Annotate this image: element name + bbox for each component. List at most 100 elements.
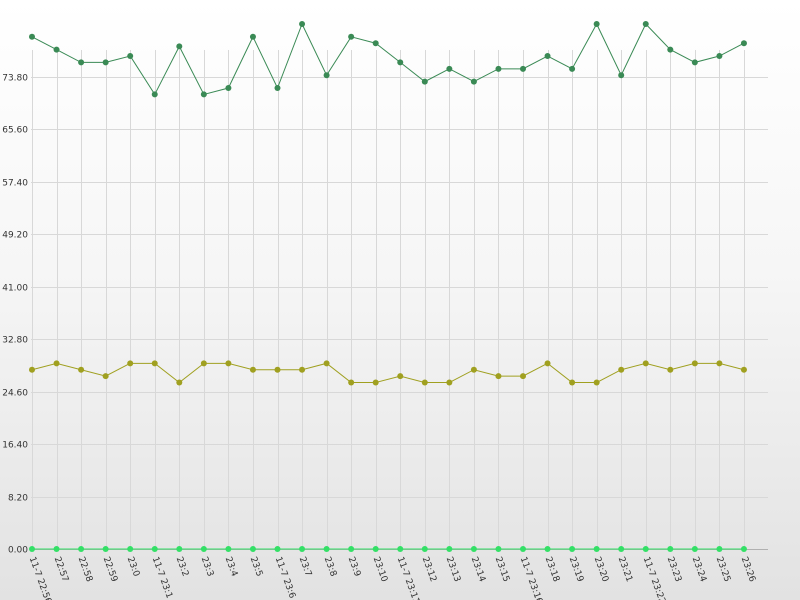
y-tick-label: 73.80 [2, 74, 28, 84]
data-point [716, 53, 723, 60]
data-point [200, 360, 207, 367]
data-point [78, 366, 85, 373]
y-tick-label: 24.60 [2, 389, 28, 399]
y-tick-label: 0.00 [8, 546, 28, 556]
x-tick-label: 11-7 22:56 [27, 556, 53, 600]
x-tick-label: 23:5 [248, 556, 264, 578]
data-point [495, 373, 502, 380]
data-point [446, 65, 453, 72]
series-1 [29, 21, 747, 98]
data-point [593, 379, 600, 386]
data-point [225, 546, 232, 552]
x-tick-label: 11-7 23:16 [518, 556, 544, 600]
data-point [176, 379, 183, 386]
grid [31, 50, 768, 550]
series-2 [29, 360, 747, 386]
data-point [151, 360, 158, 367]
y-tick-label: 57.40 [2, 179, 28, 189]
data-point [569, 379, 576, 386]
x-tick-label: 23:20 [592, 556, 610, 584]
x-tick-label: 23:8 [322, 556, 338, 579]
data-point [544, 360, 551, 367]
y-tick-label: 32.80 [2, 336, 28, 346]
data-point [740, 40, 747, 47]
data-point [348, 379, 355, 386]
x-tick-label: 22:58 [76, 556, 94, 584]
data-point [200, 546, 207, 552]
data-point [348, 33, 355, 40]
data-point [274, 85, 281, 92]
data-point [569, 546, 576, 552]
data-point [520, 546, 526, 552]
data-point [716, 546, 723, 552]
data-point [470, 78, 477, 85]
y-tick-label: 49.20 [2, 231, 28, 241]
data-point [78, 59, 85, 66]
x-tick-label: 23:25 [714, 556, 732, 584]
data-point [29, 366, 35, 373]
data-point [299, 21, 306, 27]
y-tick-label: 8.20 [8, 494, 28, 504]
x-tick-label: 23:2 [174, 556, 190, 578]
data-point [667, 46, 674, 53]
data-point [348, 546, 355, 552]
data-point [593, 21, 600, 27]
y-tick-label: 41.00 [2, 284, 28, 294]
series-line [31, 22, 745, 96]
data-point [200, 91, 207, 98]
data-point [372, 379, 379, 386]
x-tick-label: 23:18 [543, 556, 561, 584]
data-point [102, 373, 109, 380]
data-point [495, 546, 502, 552]
data-point [249, 546, 256, 552]
data-point [249, 33, 256, 40]
data-point [53, 46, 60, 53]
data-point [323, 546, 330, 552]
x-tick-label: 23:23 [665, 556, 683, 584]
data-point [102, 59, 109, 66]
x-tick-label: 23:14 [469, 556, 487, 584]
data-point [667, 546, 674, 552]
x-tick-label: 23:7 [297, 556, 313, 578]
data-point [29, 33, 35, 40]
x-tick-label: 11-7 23:11 [395, 556, 421, 600]
data-point [397, 373, 404, 380]
data-point [78, 546, 85, 552]
data-point [53, 360, 60, 367]
data-point [520, 373, 526, 380]
data-point [618, 546, 625, 552]
x-tick-label: 23:21 [616, 556, 634, 584]
y-tick-label: 16.40 [2, 441, 28, 451]
x-tick-label: 23:13 [444, 556, 462, 584]
x-tick-label: 23:3 [199, 556, 215, 578]
data-point [642, 546, 649, 552]
data-point [299, 546, 306, 552]
y-tick-label: 65.60 [2, 126, 28, 136]
x-tick-label: 11-7 23:1 [150, 556, 174, 600]
x-tick-label: 23:10 [371, 556, 389, 584]
data-point [740, 366, 747, 373]
data-point [593, 546, 600, 552]
data-point [372, 40, 379, 47]
x-tick-label: 23:0 [125, 556, 141, 579]
data-point [127, 360, 134, 367]
data-point [29, 546, 35, 552]
data-point [520, 65, 526, 72]
data-point [323, 360, 330, 367]
data-point [397, 546, 404, 552]
data-point [446, 379, 453, 386]
data-point [274, 366, 281, 373]
data-point [151, 91, 158, 98]
data-point [691, 546, 698, 552]
data-point [176, 43, 183, 50]
data-point [102, 546, 109, 552]
data-point [618, 72, 625, 79]
data-point [470, 546, 477, 552]
x-tick-label: 23:12 [420, 556, 438, 584]
x-tick-label: 22:57 [52, 556, 70, 584]
x-tick-label: 22:59 [101, 556, 119, 584]
data-point [569, 65, 576, 72]
data-point [323, 72, 330, 79]
series-line [31, 362, 745, 384]
